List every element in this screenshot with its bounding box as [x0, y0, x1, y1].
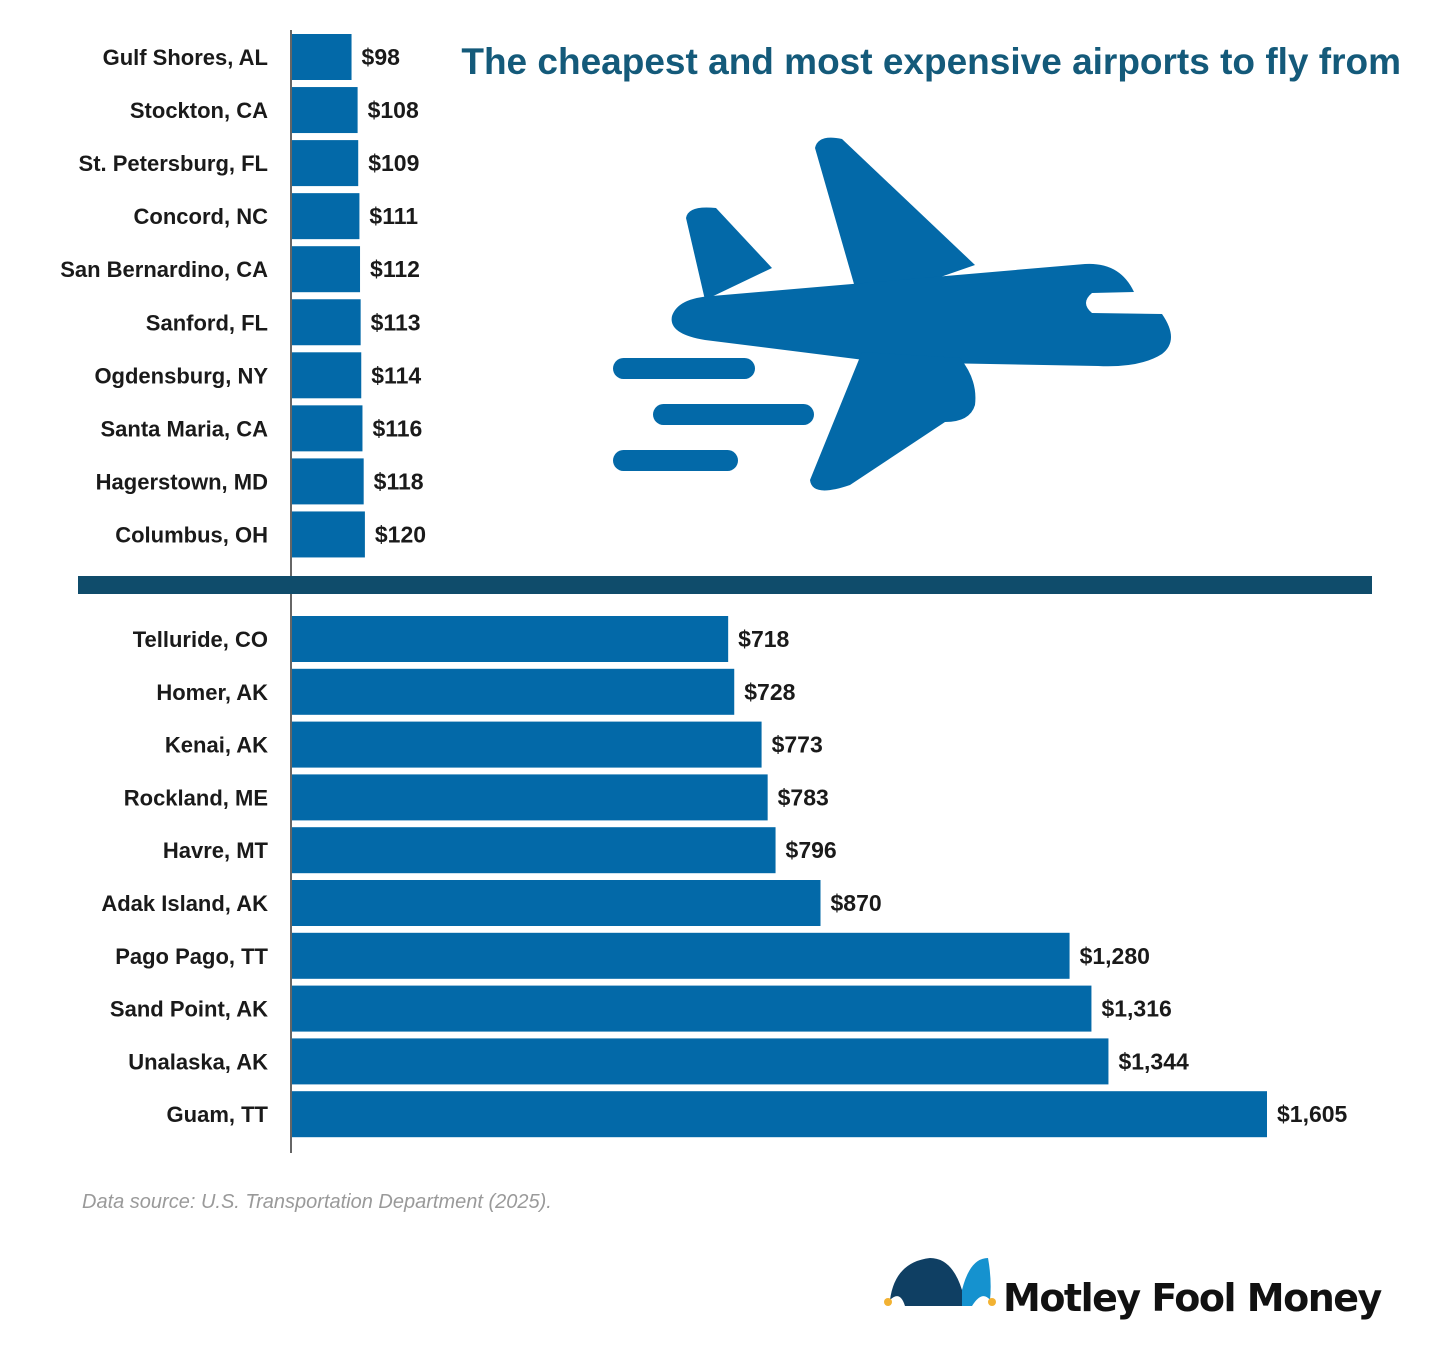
bar [292, 352, 362, 399]
category-label: Santa Maria, CA [101, 416, 269, 441]
value-label: $108 [368, 97, 419, 123]
bar [292, 87, 358, 134]
value-label: $728 [744, 679, 795, 705]
value-label: $111 [369, 203, 418, 229]
bar [292, 1038, 1109, 1085]
bar [292, 246, 361, 293]
value-label: $1,605 [1277, 1101, 1348, 1127]
bar [292, 140, 359, 187]
airplane-icon [671, 137, 1171, 491]
category-label: St. Petersburg, FL [79, 151, 268, 176]
value-label: $112 [370, 256, 420, 282]
bar [292, 299, 361, 346]
bar [292, 721, 762, 768]
value-label: $120 [375, 521, 426, 547]
bar [292, 880, 821, 926]
category-label: Columbus, OH [115, 522, 268, 547]
bar [292, 193, 360, 240]
chart-title: The cheapest and most expensive airports… [461, 41, 1401, 82]
category-label: Telluride, CO [133, 627, 268, 652]
value-label: $718 [738, 626, 789, 652]
value-label: $1,344 [1118, 1048, 1189, 1074]
category-label: Guam, TT [167, 1102, 269, 1127]
section-divider [78, 576, 1372, 594]
bar [292, 827, 776, 874]
value-label: $1,280 [1080, 943, 1150, 969]
category-label: San Bernardino, CA [60, 257, 268, 282]
category-label: Concord, NC [134, 204, 269, 229]
value-label: $114 [371, 362, 421, 388]
bar [292, 511, 365, 558]
bar [292, 458, 364, 505]
motley-fool-logo: Motley Fool Money [884, 1258, 1384, 1320]
value-label: $783 [778, 784, 829, 810]
bar [292, 616, 729, 662]
category-label: Ogdensburg, NY [94, 363, 268, 388]
value-label: $773 [772, 732, 823, 758]
bar [292, 932, 1070, 979]
speed-lines-icon [613, 358, 814, 471]
value-label: $1,316 [1101, 996, 1171, 1022]
category-label: Gulf Shores, AL [103, 45, 268, 70]
bar [292, 668, 735, 715]
category-label: Sand Point, AK [110, 997, 268, 1022]
value-label: $113 [371, 309, 421, 335]
bar [292, 774, 768, 821]
category-label: Rockland, ME [124, 785, 268, 810]
data-source-note: Data source: U.S. Transportation Departm… [82, 1191, 552, 1213]
category-label: Homer, AK [156, 680, 268, 705]
category-label: Pago Pago, TT [115, 944, 268, 969]
category-label: Hagerstown, MD [96, 469, 268, 494]
bar [292, 405, 363, 452]
value-label: $116 [372, 415, 422, 441]
category-label: Sanford, FL [146, 310, 268, 335]
bar [292, 34, 352, 80]
bar [292, 1091, 1267, 1138]
category-label: Adak Island, AK [101, 891, 268, 916]
category-label: Stockton, CA [130, 98, 268, 123]
value-label: $796 [786, 837, 837, 863]
logo-text: Motley Fool Money [1003, 1276, 1383, 1320]
category-label: Kenai, AK [165, 733, 268, 758]
category-label: Unalaska, AK [128, 1049, 268, 1074]
value-label: $109 [368, 150, 419, 176]
value-label: $118 [374, 468, 424, 494]
category-label: Havre, MT [163, 838, 269, 863]
value-label: $870 [831, 890, 882, 916]
value-label: $98 [362, 44, 401, 70]
jester-hat-icon [884, 1258, 996, 1306]
bar [292, 985, 1092, 1032]
